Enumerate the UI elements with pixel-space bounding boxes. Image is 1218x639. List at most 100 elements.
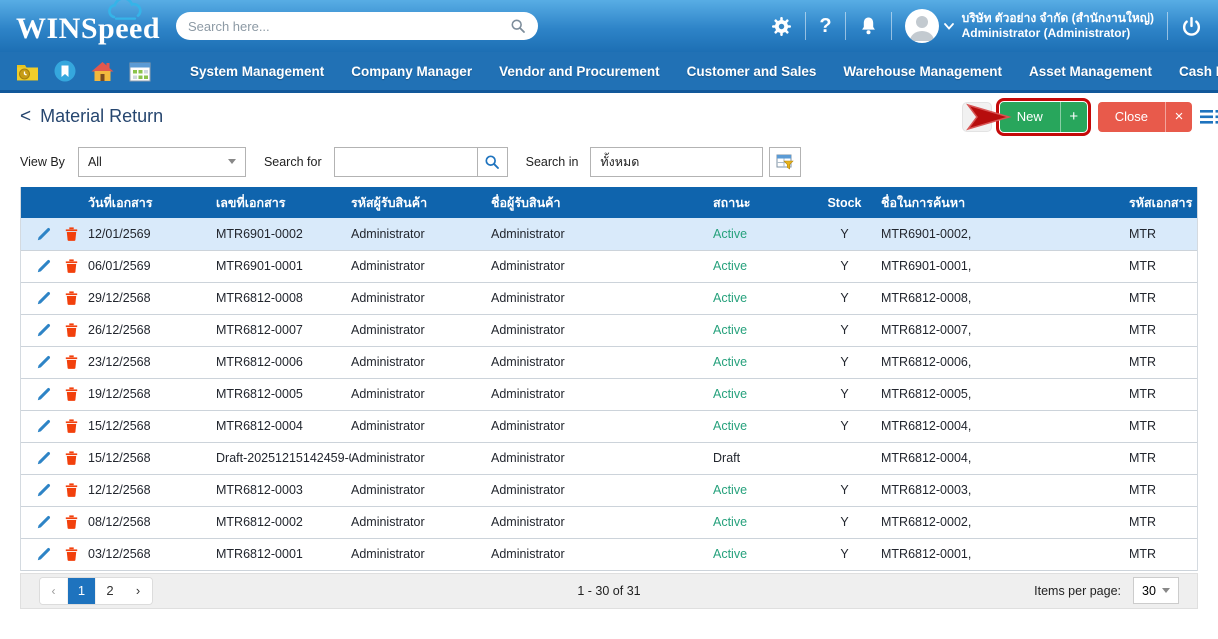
delete-trash-icon[interactable] bbox=[65, 387, 78, 402]
calendar-icon[interactable] bbox=[129, 61, 151, 82]
column-header[interactable]: เลขที่เอกสาร bbox=[216, 187, 351, 218]
edit-pencil-icon[interactable] bbox=[37, 483, 51, 497]
edit-pencil-icon[interactable] bbox=[37, 259, 51, 273]
table-row[interactable]: 15/12/2568 Draft-20251215142459-07 Admin… bbox=[21, 442, 1197, 475]
cell-stock: Y bbox=[808, 474, 881, 507]
delete-trash-icon[interactable] bbox=[65, 483, 78, 498]
table-row[interactable]: 06/01/2569 MTR6901-0001 Administrator Ad… bbox=[21, 250, 1197, 283]
search-submit-button[interactable] bbox=[477, 146, 508, 177]
nav-menu-item[interactable]: Customer and Sales bbox=[686, 63, 817, 79]
company-user-text[interactable]: บริษัท ตัวอย่าง จำกัด (สำนักงานใหญ่) Adm… bbox=[962, 11, 1154, 41]
edit-pencil-icon[interactable] bbox=[37, 291, 51, 305]
recent-history-icon[interactable] bbox=[16, 61, 39, 82]
column-header[interactable]: รหัสผู้รับสินค้า bbox=[351, 187, 491, 218]
edit-pencil-icon[interactable] bbox=[37, 227, 51, 241]
column-filter-button[interactable] bbox=[769, 146, 802, 177]
nav-menu-item[interactable]: Vendor and Procurement bbox=[499, 63, 660, 79]
next-page-button[interactable]: › bbox=[124, 577, 152, 604]
edit-pencil-icon[interactable] bbox=[37, 515, 51, 529]
plus-icon[interactable]: + bbox=[1069, 108, 1079, 125]
cell-receiver-name: Administrator bbox=[491, 346, 713, 379]
cell-receiver-code: Administrator bbox=[351, 378, 491, 411]
nav-menu-item[interactable]: Asset Management bbox=[1028, 63, 1153, 79]
table-row[interactable]: 15/12/2568 MTR6812-0004 Administrator Ad… bbox=[21, 410, 1197, 443]
column-header[interactable]: ชื่อในการค้นหา bbox=[881, 187, 1129, 218]
chevron-down-icon[interactable] bbox=[943, 17, 954, 35]
edit-pencil-icon[interactable] bbox=[37, 387, 51, 401]
table-row[interactable]: 03/12/2568 MTR6812-0001 Administrator Ad… bbox=[21, 538, 1197, 571]
cell-status: Active bbox=[713, 410, 808, 443]
edit-pencil-icon[interactable] bbox=[37, 323, 51, 337]
cell-receiver-code: Administrator bbox=[351, 314, 491, 347]
column-header[interactable]: ชื่อผู้รับสินค้า bbox=[491, 187, 713, 218]
edit-pencil-icon[interactable] bbox=[37, 547, 51, 561]
table-row[interactable]: 12/12/2568 MTR6812-0003 Administrator Ad… bbox=[21, 474, 1197, 507]
help-icon[interactable]: ? bbox=[819, 14, 832, 37]
cell-receiver-code: Administrator bbox=[351, 538, 491, 571]
new-button[interactable]: New + bbox=[995, 97, 1091, 136]
table-row[interactable]: 08/12/2568 MTR6812-0002 Administrator Ad… bbox=[21, 506, 1197, 539]
column-header[interactable]: สถานะ bbox=[713, 187, 808, 218]
global-search[interactable] bbox=[176, 12, 538, 40]
cell-search-name: MTR6812-0002, bbox=[881, 506, 1129, 539]
annotation-arrow-icon bbox=[965, 101, 1012, 133]
items-per-page-value: 30 bbox=[1142, 583, 1156, 598]
delete-trash-icon[interactable] bbox=[65, 419, 78, 434]
notifications-bell-icon[interactable] bbox=[859, 16, 878, 36]
delete-trash-icon[interactable] bbox=[65, 451, 78, 466]
power-logout-icon[interactable] bbox=[1181, 16, 1202, 37]
page-number-button[interactable]: 2 bbox=[96, 577, 124, 604]
cell-receiver-name: Administrator bbox=[491, 250, 713, 283]
app-logo[interactable]: WINSpeed bbox=[16, 0, 164, 52]
page-title-bar: < Material Return New + Close × bbox=[0, 93, 1218, 140]
column-header[interactable]: รหัสเอกสาร bbox=[1129, 187, 1197, 218]
delete-trash-icon[interactable] bbox=[65, 547, 78, 562]
column-header[interactable]: วันที่เอกสาร bbox=[88, 187, 216, 218]
cell-search-name: MTR6812-0001, bbox=[881, 538, 1129, 571]
nav-menu-item[interactable]: Cash Management bbox=[1179, 63, 1218, 79]
table-row[interactable]: 29/12/2568 MTR6812-0008 Administrator Ad… bbox=[21, 282, 1197, 315]
edit-pencil-icon[interactable] bbox=[37, 451, 51, 465]
search-icon[interactable] bbox=[510, 18, 526, 34]
close-button[interactable]: Close × bbox=[1097, 101, 1192, 132]
delete-trash-icon[interactable] bbox=[65, 227, 78, 241]
edit-pencil-icon[interactable] bbox=[37, 355, 51, 369]
nav-menu-item[interactable]: System Management bbox=[190, 63, 325, 79]
cell-doc-code: MTR bbox=[1129, 474, 1197, 507]
table-row[interactable]: 12/01/2569 MTR6901-0002 Administrator Ad… bbox=[21, 218, 1197, 251]
caret-down-icon bbox=[1161, 588, 1170, 593]
global-search-input[interactable] bbox=[188, 18, 510, 34]
delete-trash-icon[interactable] bbox=[65, 259, 78, 274]
view-by-select[interactable]: All bbox=[77, 146, 246, 177]
user-avatar[interactable] bbox=[904, 9, 939, 43]
search-for-input[interactable] bbox=[333, 146, 478, 177]
table-row[interactable]: 19/12/2568 MTR6812-0005 Administrator Ad… bbox=[21, 378, 1197, 411]
cell-doc-number: MTR6901-0002 bbox=[216, 218, 351, 251]
settings-gear-icon[interactable] bbox=[771, 16, 792, 37]
delete-trash-icon[interactable] bbox=[65, 291, 78, 306]
nav-menu-item[interactable]: Warehouse Management bbox=[843, 63, 1002, 79]
items-per-page-select[interactable]: 30 bbox=[1133, 577, 1179, 604]
home-icon[interactable] bbox=[91, 61, 114, 82]
title-actions: New + Close × bbox=[961, 97, 1218, 136]
column-header[interactable]: Stock bbox=[808, 187, 881, 218]
back-chevron-icon[interactable]: < bbox=[20, 105, 32, 127]
menu-hamburger-icon[interactable] bbox=[1200, 108, 1218, 126]
table-row[interactable]: 23/12/2568 MTR6812-0006 Administrator Ad… bbox=[21, 346, 1197, 379]
delete-trash-icon[interactable] bbox=[65, 515, 78, 530]
caret-down-icon bbox=[227, 159, 236, 164]
delete-trash-icon[interactable] bbox=[65, 355, 78, 370]
logo-text: WINSpeed bbox=[16, 12, 161, 45]
close-x-icon[interactable]: × bbox=[1174, 108, 1184, 125]
edit-pencil-icon[interactable] bbox=[37, 419, 51, 433]
prev-page-button[interactable]: ‹ bbox=[40, 577, 68, 604]
nav-menu-item[interactable]: Company Manager bbox=[351, 63, 473, 79]
cell-receiver-name: Administrator bbox=[491, 282, 713, 315]
search-in-input[interactable] bbox=[590, 146, 764, 177]
page-number-button[interactable]: 1 bbox=[68, 577, 96, 604]
items-per-page: Items per page: 30 bbox=[1034, 577, 1179, 604]
bookmark-icon[interactable] bbox=[54, 60, 76, 82]
cell-date: 06/01/2569 bbox=[88, 250, 216, 283]
table-row[interactable]: 26/12/2568 MTR6812-0007 Administrator Ad… bbox=[21, 314, 1197, 347]
delete-trash-icon[interactable] bbox=[65, 323, 78, 338]
